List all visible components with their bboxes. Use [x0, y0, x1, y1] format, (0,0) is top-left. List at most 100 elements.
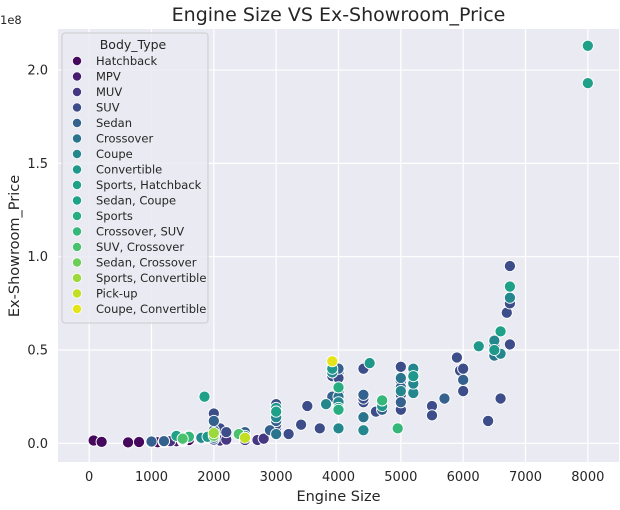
- data-point: [295, 418, 308, 431]
- legend-label: Sports: [96, 209, 133, 223]
- legend-label: Coupe: [96, 147, 133, 161]
- data-point: [482, 414, 495, 427]
- y-tick-labels: 0.0 0.5 1.0 1.5 2.0: [27, 64, 48, 452]
- data-point: [363, 357, 376, 370]
- legend-label: Crossover, SUV: [96, 225, 184, 239]
- data-point: [157, 435, 171, 448]
- data-point: [326, 355, 339, 368]
- legend-label: Coupe, Convertible: [96, 302, 206, 316]
- data-point: [438, 392, 451, 405]
- legend-marker: [72, 210, 83, 221]
- x-tick-label: 1000: [135, 470, 168, 485]
- data-point: [332, 403, 345, 416]
- data-point: [270, 405, 283, 418]
- legend-marker: [72, 71, 83, 82]
- data-point: [282, 427, 295, 441]
- data-point: [220, 426, 233, 439]
- y-axis-title: Ex-Showroom_Price: [7, 175, 23, 317]
- legend-box: [61, 32, 209, 324]
- y-offset-label: 1e8: [0, 13, 22, 27]
- data-point: [238, 431, 252, 444]
- data-point: [457, 385, 470, 398]
- legend-marker: [72, 303, 83, 314]
- data-point: [394, 360, 407, 373]
- data-point: [581, 77, 594, 90]
- data-point: [391, 422, 404, 435]
- legend-label: Sedan, Coupe: [96, 194, 176, 208]
- legend-marker: [72, 226, 83, 237]
- legend-label: Crossover: [96, 132, 153, 146]
- legend-label: SUV, Crossover: [96, 240, 184, 254]
- legend-marker: [72, 164, 83, 175]
- data-point: [207, 414, 220, 427]
- data-point: [450, 351, 463, 364]
- legend-title: Body_Type: [100, 37, 167, 52]
- legend-label: SUV: [96, 101, 120, 115]
- data-point: [207, 427, 220, 440]
- x-tick-label: 3000: [260, 470, 293, 485]
- legend-marker: [72, 288, 83, 299]
- data-point: [494, 325, 507, 338]
- data-point: [472, 340, 485, 353]
- data-point: [332, 422, 345, 435]
- chart-title: Engine Size VS Ex-Showroom_Price: [172, 4, 506, 26]
- x-tick-label: 5000: [384, 470, 417, 485]
- data-point: [503, 338, 516, 351]
- data-point: [357, 388, 370, 401]
- legend-label: Pick-up: [96, 287, 138, 301]
- legend-label: Convertible: [96, 163, 162, 177]
- legend-label: Sports, Convertible: [96, 271, 206, 285]
- x-tick-label: 4000: [322, 470, 355, 485]
- y-tick-label: 0.0: [27, 437, 48, 452]
- y-tick-label: 1.5: [27, 157, 48, 172]
- data-point: [176, 432, 189, 445]
- legend-marker: [72, 148, 83, 159]
- legend-marker: [72, 195, 83, 206]
- data-point: [394, 385, 407, 398]
- data-point: [319, 398, 333, 411]
- y-tick-label: 1.0: [27, 250, 48, 265]
- legend-marker: [72, 241, 83, 252]
- legend-marker: [72, 102, 83, 113]
- data-point: [503, 280, 516, 293]
- data-point: [313, 422, 326, 435]
- data-point: [503, 291, 516, 304]
- legend-marker: [72, 118, 83, 129]
- data-point: [394, 396, 407, 409]
- legend-marker: [72, 179, 83, 190]
- data-point: [581, 39, 594, 52]
- data-point: [145, 435, 158, 448]
- y-tick-label: 2.0: [27, 64, 48, 79]
- legend-label: MUV: [96, 85, 122, 99]
- legend-marker: [72, 87, 83, 98]
- data-point: [132, 435, 146, 449]
- legend-label: MPV: [96, 70, 121, 84]
- data-point: [332, 381, 345, 394]
- data-points: [87, 39, 594, 449]
- legend-marker: [72, 272, 83, 283]
- x-tick-label: 6000: [447, 470, 480, 485]
- data-point: [122, 436, 135, 449]
- data-point: [357, 411, 370, 424]
- data-point: [407, 370, 420, 383]
- data-point: [257, 432, 270, 445]
- data-point: [301, 399, 314, 413]
- x-tick-labels: 0 1000 2000 3000 4000 5000 6000 7000 8000: [85, 470, 604, 485]
- grid-lines: [58, 29, 619, 462]
- data-point: [95, 435, 108, 448]
- data-point: [457, 373, 470, 386]
- legend-marker: [72, 257, 83, 268]
- legend-label: Sports, Hatchback: [96, 178, 202, 192]
- data-point: [198, 390, 211, 403]
- data-point: [270, 427, 283, 441]
- legend-label: Sedan, Crossover: [96, 256, 197, 270]
- x-axis-title: Engine Size: [296, 489, 380, 505]
- legend-label: Sedan: [96, 116, 132, 130]
- data-point: [357, 424, 370, 437]
- legend-marker: [72, 133, 83, 144]
- x-tick-label: 0: [85, 470, 93, 485]
- data-point: [503, 259, 516, 273]
